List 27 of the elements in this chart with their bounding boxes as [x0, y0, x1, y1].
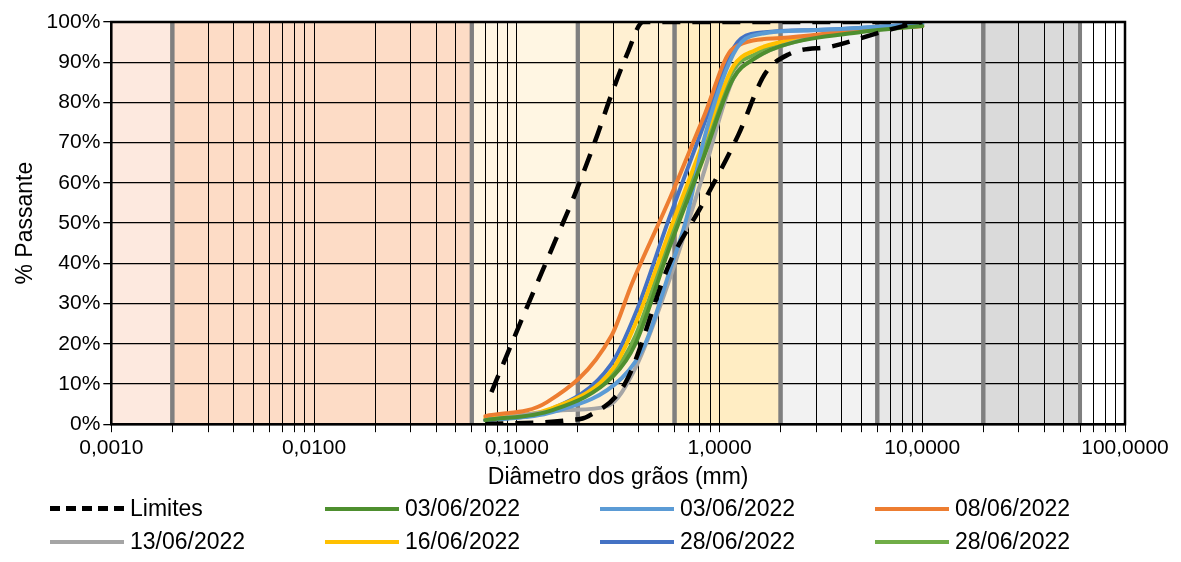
y-tick-label: 40% — [58, 250, 101, 274]
y-tick-label: 80% — [58, 89, 101, 113]
y-tick-label: 90% — [58, 49, 101, 73]
x-tick-label: 1,0000 — [687, 434, 752, 458]
legend-label: Limites — [130, 495, 203, 522]
y-tick-label: 20% — [58, 330, 101, 354]
legend-label: 28/06/2022 — [955, 528, 1071, 555]
x-tick-label: 0,0010 — [79, 434, 144, 458]
y-tick-label: 10% — [58, 370, 101, 394]
y-tick-label: 30% — [58, 290, 101, 314]
y-tick-label: 100% — [46, 8, 101, 32]
x-tick-label: 0,0100 — [281, 434, 347, 458]
legend-label: 03/06/2022 — [680, 495, 796, 522]
x-axis-title: Diâmetro dos grãos (mm) — [487, 462, 749, 489]
legend-label: 28/06/2022 — [680, 528, 796, 555]
y-tick-label: 0% — [69, 411, 101, 434]
legend-label: 08/06/2022 — [955, 495, 1071, 522]
y-tick-label: 50% — [58, 209, 101, 233]
legend-label: 13/06/2022 — [130, 528, 246, 555]
x-tick-label: 100,0000 — [1081, 434, 1169, 458]
x-tick-label: 10,0000 — [884, 434, 961, 458]
y-tick-label: 70% — [58, 129, 101, 153]
legend-label: 16/06/2022 — [405, 528, 521, 555]
x-tick-label: 0,1000 — [484, 434, 549, 458]
legend-label: 03/06/2022 — [405, 495, 521, 522]
y-axis-title: % Passante — [11, 161, 38, 285]
y-tick-label: 60% — [58, 169, 101, 193]
